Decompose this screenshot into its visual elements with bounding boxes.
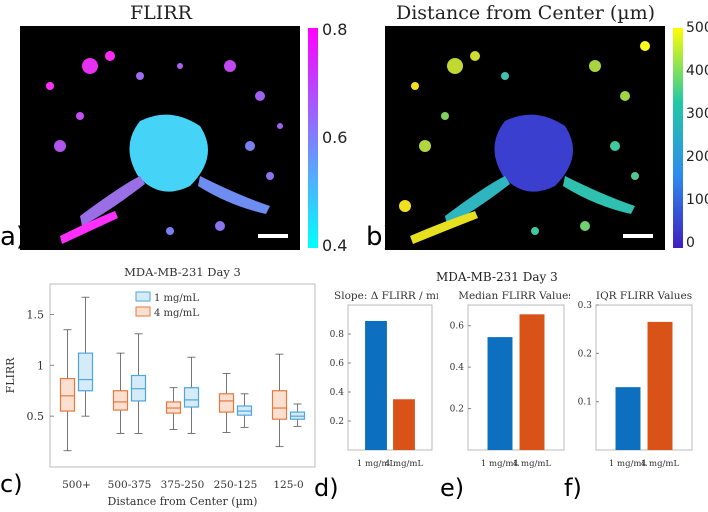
bar [519, 314, 545, 450]
iqr-bar-chart: IQR FLIRR Values 0.1 0.2 0.3 1 mg/mL4 mg/mL [578, 290, 693, 469]
box-iqr [218, 393, 235, 413]
legend-swatch-1mg [135, 291, 151, 302]
bar-xtick-label: 1 mg/mL [357, 459, 396, 469]
distance-colorbar-tick: 200 [686, 149, 708, 165]
bar-ytick-label: 0.2 [578, 349, 592, 359]
bar-axes-frame [347, 304, 433, 451]
bar-axes-frame [467, 304, 565, 451]
bar-ytick-label: 0.2 [330, 417, 344, 427]
bar-chart-title: Slope: Δ FLIRR / mm [334, 290, 438, 302]
panel-d-letter: d) [314, 474, 339, 502]
box-iqr [112, 390, 129, 411]
bar [615, 387, 641, 450]
flirr-image-drawing [46, 51, 288, 244]
distance-colorbar [673, 28, 683, 248]
boxplot-ylabel: FLIRR [4, 357, 17, 394]
flirr-image [20, 26, 300, 250]
box-iqr [77, 352, 94, 392]
bar-xtick-label: 4 mg/mL [513, 459, 552, 469]
bar-ytick-label: 0.4 [450, 363, 465, 373]
boxplot-xtick-label: 125-0 [273, 479, 303, 491]
boxplot-xtick-label: 500+ [62, 479, 91, 491]
boxplot-xtick-label: 375-250 [161, 479, 205, 491]
boxplot-chart: MDA-MB-231 Day 3 0.5 1 1.5 FLIRR Distance fro… [4, 265, 316, 508]
bar-chart-title: IQR FLIRR Values [596, 290, 692, 302]
bar-ytick-label: 0.6 [330, 359, 345, 369]
boxplot-xlabel: Distance from Center (µm) [108, 495, 258, 508]
distance-colorbar-tick: 500 [686, 20, 708, 36]
flirr-colorbar-tick: 0.8 [322, 20, 348, 39]
bar-ytick-label: 0.4 [330, 388, 345, 398]
bar-chart-title: Median FLIRR Values [458, 290, 570, 302]
distance-image-drawing [399, 41, 653, 244]
panel-b-letter: b) [366, 222, 393, 252]
bar-xtick-label: 4 mg/mL [641, 459, 680, 469]
distance-image [385, 26, 665, 250]
box-iqr [271, 390, 288, 420]
panel-a-letter: a) [0, 222, 27, 252]
flirr-colorbar-tick: 0.4 [322, 236, 348, 255]
flirr-colorbar-tick: 0.6 [322, 128, 348, 147]
bar-ytick-label: 0.8 [330, 330, 345, 340]
bar-axes-frame [595, 304, 693, 451]
bar-ytick-label: 0.1 [578, 398, 592, 408]
panel-a-title: FLIRR [130, 2, 192, 24]
bar-ytick-label: 0.2 [450, 405, 464, 415]
panel-e-letter: e) [440, 474, 465, 502]
bar-xtick-label: 4 mg/mL [385, 459, 424, 469]
boxplot-ytick-label: 1 [37, 359, 44, 372]
bar-xtick-label: 1 mg/mL [481, 459, 520, 469]
bar [393, 399, 415, 450]
legend-label-4mg: 4 mg/mL [154, 308, 199, 319]
distance-colorbar-tick: 0 [686, 235, 695, 251]
boxplot-axes-frame [49, 283, 316, 468]
bar [647, 321, 673, 450]
bar-xtick-label: 1 mg/mL [609, 459, 648, 469]
bar [487, 337, 513, 450]
box-iqr [183, 387, 200, 408]
distance-colorbar-tick: 400 [686, 63, 708, 79]
boxplot-xtick-label: 250-125 [214, 479, 258, 491]
panel-c-letter: c) [0, 470, 23, 498]
distance-colorbar-tick: 300 [686, 106, 708, 122]
median-bar-chart: Median FLIRR Values 0.2 0.4 0.6 1 mg/mL4 mg/… [450, 290, 570, 469]
flirr-colorbar [308, 28, 318, 248]
legend-swatch-4mg [135, 306, 151, 317]
bar-group-title: MDA-MB-231 Day 3 [436, 270, 558, 284]
bar-ytick-label: 0.6 [450, 322, 465, 332]
boxplot-ytick-label: 0.5 [27, 410, 45, 423]
bar-ytick-label: 0.3 [578, 301, 593, 311]
panel-b-title: Distance from Center (µm) [396, 2, 656, 24]
panel-f-letter: f) [564, 474, 582, 502]
slope-bar-chart: Slope: Δ FLIRR / mm 0.2 0.4 0.6 0.8 1 mg/mL4 … [330, 290, 438, 469]
boxplot-title: MDA-MB-231 Day 3 [124, 265, 241, 279]
bar [365, 320, 387, 450]
boxplot-xtick-label: 500-375 [108, 479, 152, 491]
boxplot-ytick-label: 1.5 [27, 309, 45, 322]
legend-label-1mg: 1 mg/mL [154, 293, 199, 304]
distance-colorbar-tick: 100 [686, 192, 708, 208]
box-iqr [59, 377, 76, 412]
